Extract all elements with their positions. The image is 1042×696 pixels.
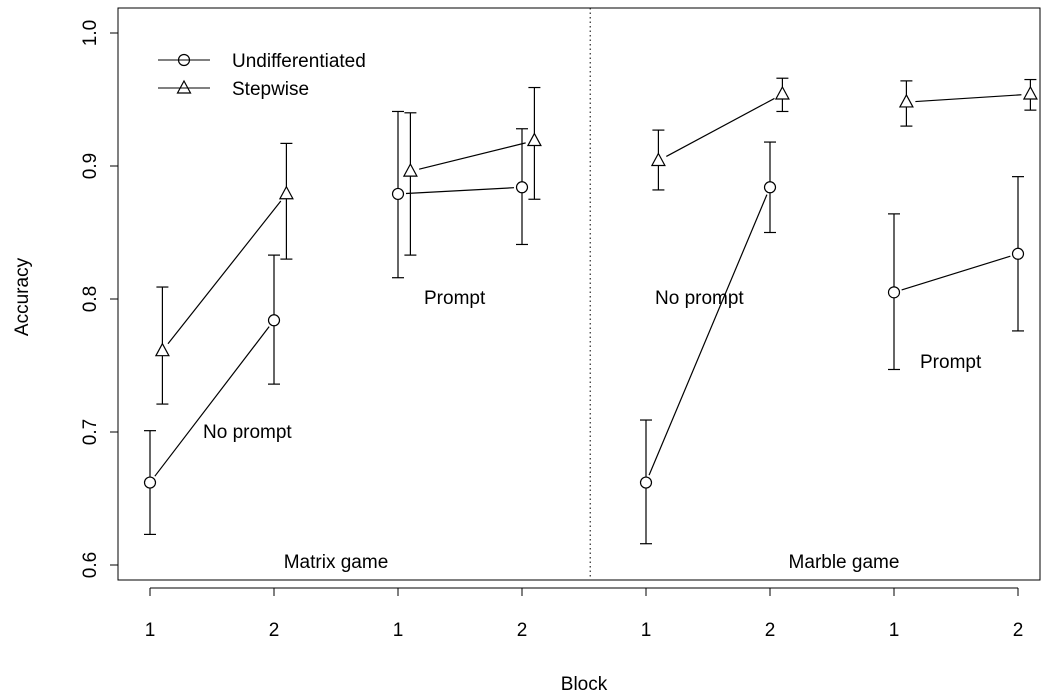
point-stepwise <box>650 152 666 167</box>
data-marks <box>143 77 1038 545</box>
axes: 0.6 0.7 0.8 0.9 1.0 1 2 1 2 1 2 1 2 <box>80 8 1023 641</box>
series-line-undifferentiated <box>154 326 270 477</box>
point-undifferentiated <box>515 181 529 194</box>
y-tick-label: 0.8 <box>80 286 101 312</box>
chart-labels: Accuracy Block Matrix game Marble game N… <box>12 257 982 695</box>
point-undifferentiated <box>267 314 281 327</box>
y-tick-label: 0.6 <box>80 552 101 578</box>
point-stepwise <box>526 132 542 147</box>
annotation-no-prompt-matrix: No prompt <box>203 422 292 443</box>
legend-label-undifferentiated: Undifferentiated <box>232 51 366 72</box>
point-stepwise <box>898 93 914 108</box>
y-tick-label: 0.7 <box>80 419 101 445</box>
annotation-prompt-marble: Prompt <box>920 352 982 373</box>
point-stepwise <box>774 85 790 100</box>
series-line-undifferentiated <box>901 255 1011 291</box>
series-line-stepwise <box>915 94 1022 103</box>
y-tick-label: 0.9 <box>80 153 101 179</box>
x-tick-label: 1 <box>889 620 900 641</box>
y-axis-title: Accuracy <box>12 257 33 336</box>
panel-label-marble-game: Marble game <box>789 552 900 573</box>
x-tick-label: 1 <box>145 620 156 641</box>
series-line-undifferentiated <box>648 194 768 476</box>
point-undifferentiated <box>639 476 653 489</box>
y-tick-label: 1.0 <box>80 20 101 46</box>
point-undifferentiated <box>143 476 157 489</box>
x-tick-label: 1 <box>641 620 652 641</box>
point-undifferentiated <box>1011 247 1025 260</box>
x-axis-title: Block <box>561 674 608 695</box>
x-tick-label: 2 <box>517 620 528 641</box>
series-line-stepwise <box>167 200 282 345</box>
annotation-no-prompt-marble: No prompt <box>655 288 744 309</box>
point-stepwise <box>402 162 418 177</box>
point-stepwise <box>154 342 170 357</box>
point-undifferentiated <box>391 187 405 201</box>
legend: Undifferentiated Stepwise <box>158 51 366 100</box>
point-undifferentiated <box>887 286 901 299</box>
series-line-undifferentiated <box>405 187 515 195</box>
point-stepwise <box>278 185 294 200</box>
legend-marker-circle <box>177 53 191 67</box>
panel-label-matrix-game: Matrix game <box>284 552 389 573</box>
point-stepwise <box>1022 85 1038 100</box>
x-tick-label: 2 <box>765 620 776 641</box>
x-tick-label: 1 <box>393 620 404 641</box>
legend-label-stepwise: Stepwise <box>232 79 309 100</box>
x-tick-label: 2 <box>1013 620 1024 641</box>
annotation-prompt-matrix: Prompt <box>424 288 486 309</box>
series-line-stepwise <box>666 97 775 157</box>
series-line-stepwise <box>418 142 526 170</box>
x-tick-label: 2 <box>269 620 280 641</box>
legend-marker-triangle <box>176 79 192 94</box>
point-undifferentiated <box>763 181 777 194</box>
